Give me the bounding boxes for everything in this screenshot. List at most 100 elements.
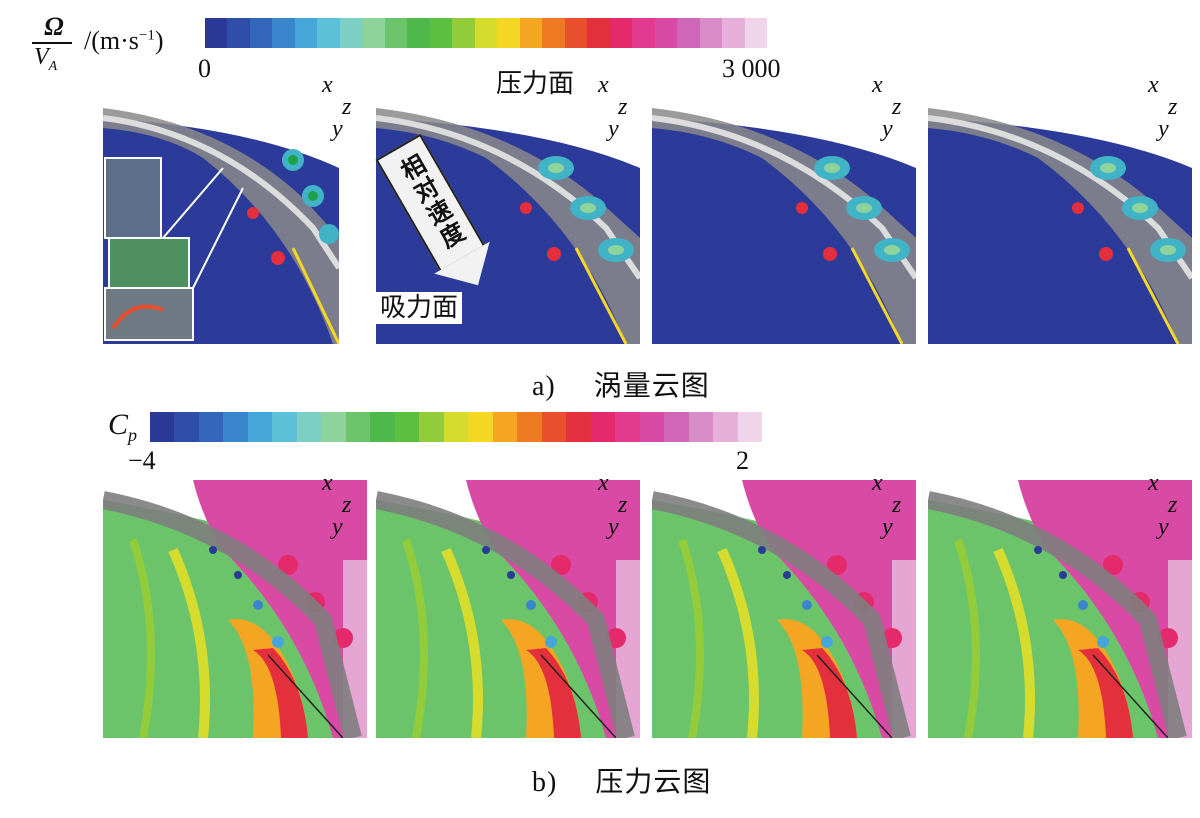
colorbar-swatch <box>317 18 340 48</box>
colorbar-swatch <box>566 412 591 442</box>
colorbar-swatch <box>452 18 475 48</box>
pressure-max-label: 2 <box>736 446 749 475</box>
title-unit-close: ) <box>154 26 164 55</box>
colorbar-swatch <box>497 18 520 48</box>
colorbar-swatch <box>394 412 420 442</box>
colorbar-swatch <box>587 18 610 48</box>
colorbar-swatch <box>744 18 768 48</box>
axis-z-label: z <box>342 492 352 518</box>
colorbar-swatch <box>722 18 745 48</box>
title-denominator: V <box>34 44 49 70</box>
title-unit: /(m·s <box>84 26 139 55</box>
pressure-colorbar <box>150 412 763 442</box>
axis-x-label: x <box>598 470 609 496</box>
colorbar-swatch <box>272 412 297 442</box>
axis-y-label: y <box>608 116 619 142</box>
colorbar-swatch <box>249 18 273 48</box>
vorticity-min-label: 0 <box>198 54 211 83</box>
colorbar-swatch <box>654 18 678 48</box>
axis-y-label: y <box>882 116 893 142</box>
colorbar-swatch <box>296 412 322 442</box>
axis-triad-a3: x z y <box>868 72 914 144</box>
axis-z-label: z <box>1168 94 1178 120</box>
colorbar-swatch <box>519 18 543 48</box>
colorbar-swatch <box>492 412 518 442</box>
colorbar-swatch <box>345 412 371 442</box>
colorbar-swatch <box>339 18 363 48</box>
colorbar-swatch <box>223 412 248 442</box>
colorbar-swatch <box>272 18 295 48</box>
axis-y-label: y <box>1158 116 1169 142</box>
colorbar-swatch <box>713 412 738 442</box>
colorbar-swatch <box>198 412 224 442</box>
axis-x-label: x <box>1148 470 1159 496</box>
axis-triad-a4: x z y <box>1144 72 1190 144</box>
colorbar-swatch <box>247 412 273 442</box>
axis-z-label: z <box>892 94 902 120</box>
pressure-side-label: 压力面 <box>496 69 575 98</box>
colorbar-swatch <box>294 18 318 48</box>
colorbar-swatch <box>699 18 723 48</box>
pressure-colorbar-title: Cp <box>108 408 137 446</box>
axis-triad-b3: x z y <box>868 470 914 542</box>
axis-y-label: y <box>608 514 619 540</box>
axis-triad-b1: x z y <box>318 470 364 542</box>
colorbar-swatch <box>429 18 453 48</box>
caption-b-text: 压力云图 <box>595 767 712 798</box>
axis-x-label: x <box>1148 72 1159 98</box>
title-denominator-sub: A <box>48 58 58 74</box>
vorticity-colorbar-title: Ω VA /(m·s−1) <box>22 12 212 74</box>
pressure-panel-1 <box>103 480 367 738</box>
colorbar-swatch <box>541 412 567 442</box>
title-unit-exp: −1 <box>138 27 155 44</box>
colorbar-swatch <box>615 412 640 442</box>
vorticity-panel-1 <box>103 88 339 344</box>
caption-a-letter: a) <box>532 371 556 402</box>
axis-x-label: x <box>872 72 883 98</box>
caption-a: a) 涡量云图 <box>532 364 710 404</box>
caption-b-letter: b) <box>532 767 558 798</box>
colorbar-swatch <box>664 412 689 442</box>
pressure-panel-2 <box>376 480 640 738</box>
axis-z-label: z <box>618 94 628 120</box>
axis-triad-a2: x z y <box>594 72 640 144</box>
axis-x-label: x <box>322 72 333 98</box>
caption-a-text: 涡量云图 <box>593 371 710 402</box>
axis-y-label: y <box>1158 514 1169 540</box>
colorbar-swatch <box>362 18 385 48</box>
colorbar-swatch <box>150 412 175 442</box>
axis-x-label: x <box>872 470 883 496</box>
colorbar-swatch <box>639 412 665 442</box>
title-numerator: Ω <box>44 12 64 41</box>
vorticity-max-label: 3 000 <box>722 54 781 83</box>
pressure-panel-4 <box>928 480 1192 738</box>
cp-symbol: C <box>108 408 129 441</box>
colorbar-swatch <box>384 18 408 48</box>
cp-sub: p <box>128 425 138 445</box>
pressure-min-label: −4 <box>128 446 156 475</box>
axis-triad-b4: x z y <box>1144 470 1190 542</box>
suction-side-label: 吸力面 <box>376 292 463 324</box>
colorbar-swatch <box>474 18 498 48</box>
colorbar-swatch <box>321 412 346 442</box>
colorbar-swatch <box>632 18 655 48</box>
axis-y-label: y <box>332 116 343 142</box>
axis-z-label: z <box>342 94 352 120</box>
colorbar-swatch <box>688 412 714 442</box>
axis-triad-b2: x z y <box>594 470 640 542</box>
colorbar-swatch <box>609 18 633 48</box>
colorbar-swatch <box>443 412 469 442</box>
vorticity-colorbar <box>205 18 768 48</box>
colorbar-swatch <box>174 412 199 442</box>
axis-x-label: x <box>322 470 333 496</box>
colorbar-swatch <box>407 18 430 48</box>
colorbar-swatch <box>370 412 395 442</box>
colorbar-swatch <box>590 412 616 442</box>
axis-x-label: x <box>598 72 609 98</box>
colorbar-swatch <box>419 412 444 442</box>
axis-triad-a1: x z y <box>318 72 364 144</box>
colorbar-swatch <box>564 18 588 48</box>
colorbar-swatch <box>205 18 228 48</box>
vorticity-panel-3 <box>652 88 916 344</box>
colorbar-swatch <box>737 412 763 442</box>
